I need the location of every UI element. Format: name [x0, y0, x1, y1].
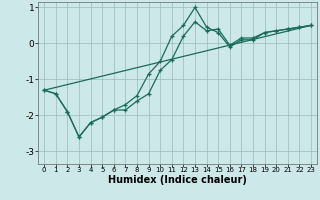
X-axis label: Humidex (Indice chaleur): Humidex (Indice chaleur) — [108, 175, 247, 185]
